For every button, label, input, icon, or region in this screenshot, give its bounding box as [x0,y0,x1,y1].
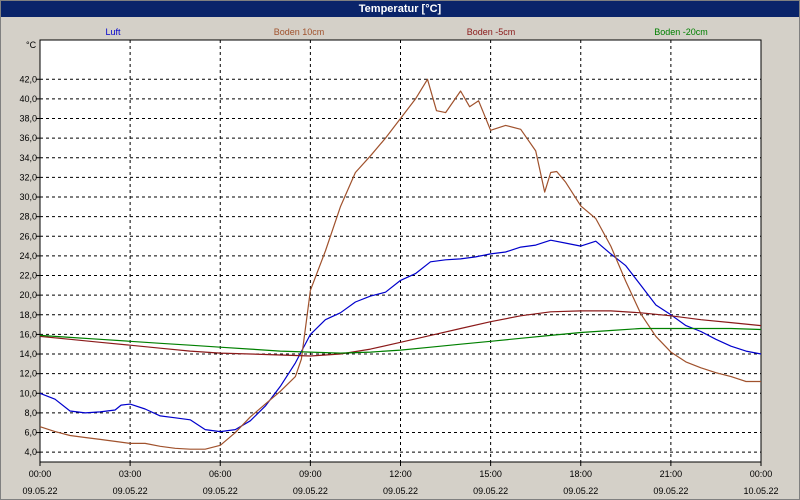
x-tick-date-label: 10.05.22 [743,486,778,496]
legend-entry: Luft [105,27,121,37]
series-line-boden-5cm [39,310,762,357]
y-tick-label: 20,0 [19,290,37,300]
x-tick-time-label: 18:00 [569,469,592,479]
y-tick-label: 12,0 [19,369,37,379]
y-axis-ticks: 4,0 6,0 8,0 10,0 12,0 14,0 16,0 18,0 20,0 22,0 24,… [19,74,40,457]
x-tick-time-label: 09:00 [299,469,322,479]
x-tick-time-label: 03:00 [119,469,142,479]
y-tick-label: 30,0 [19,192,37,202]
legend-entry: Boden 10cm [274,27,325,37]
x-tick-time-label: 00:00 [29,469,52,479]
y-tick-label: 36,0 [19,133,37,143]
y-tick-label: 16,0 [19,329,37,339]
x-tick-date-label: 09.05.22 [22,486,57,496]
x-tick-date-label: 09.05.22 [473,486,508,496]
x-tick-time-label: 00:00 [750,469,773,479]
y-tick-label: 18,0 [19,310,37,320]
series-line-boden-20cm [39,327,762,354]
x-tick-date-label: 09.05.22 [113,486,148,496]
x-axis-ticks: 00:00 09.05.22 03:00 09.05.22 06:00 09.05.22 0… [22,462,779,496]
x-tick-time-label: 06:00 [209,469,232,479]
y-tick-label: 42,0 [19,74,37,84]
y-tick-label: 40,0 [19,94,37,104]
x-tick-date-label: 09.05.22 [383,486,418,496]
x-tick-time-label: 21:00 [660,469,683,479]
y-tick-label: 22,0 [19,271,37,281]
y-tick-label: 24,0 [19,251,37,261]
window-title: Temperatur [°C] [1,1,799,17]
y-tick-label: 10,0 [19,388,37,398]
x-tick-date-label: 09.05.22 [653,486,688,496]
x-tick-time-label: 12:00 [389,469,412,479]
y-tick-label: 28,0 [19,212,37,222]
y-axis-unit: °C [26,40,37,50]
legend-entry: Boden -5cm [467,27,516,37]
x-tick-time-label: 15:00 [479,469,502,479]
y-tick-label: 8,0 [24,408,37,418]
legend: Luft Boden 10cm Boden -5cm Boden -20cm [105,27,707,37]
x-tick-date-label: 09.05.22 [203,486,238,496]
y-tick-label: 4,0 [24,447,37,457]
legend-entry: Boden -20cm [654,27,708,37]
y-tick-label: 38,0 [19,114,37,124]
y-tick-label: 34,0 [19,153,37,163]
y-tick-label: 14,0 [19,349,37,359]
series-line-luft [39,239,762,433]
y-tick-label: 32,0 [19,172,37,182]
x-tick-date-label: 09.05.22 [563,486,598,496]
data-series [39,78,762,450]
x-tick-date-label: 09.05.22 [293,486,328,496]
series-line-boden-10cm [39,78,761,450]
grid-lines [40,40,761,462]
y-tick-label: 6,0 [24,428,37,438]
y-tick-label: 26,0 [19,231,37,241]
